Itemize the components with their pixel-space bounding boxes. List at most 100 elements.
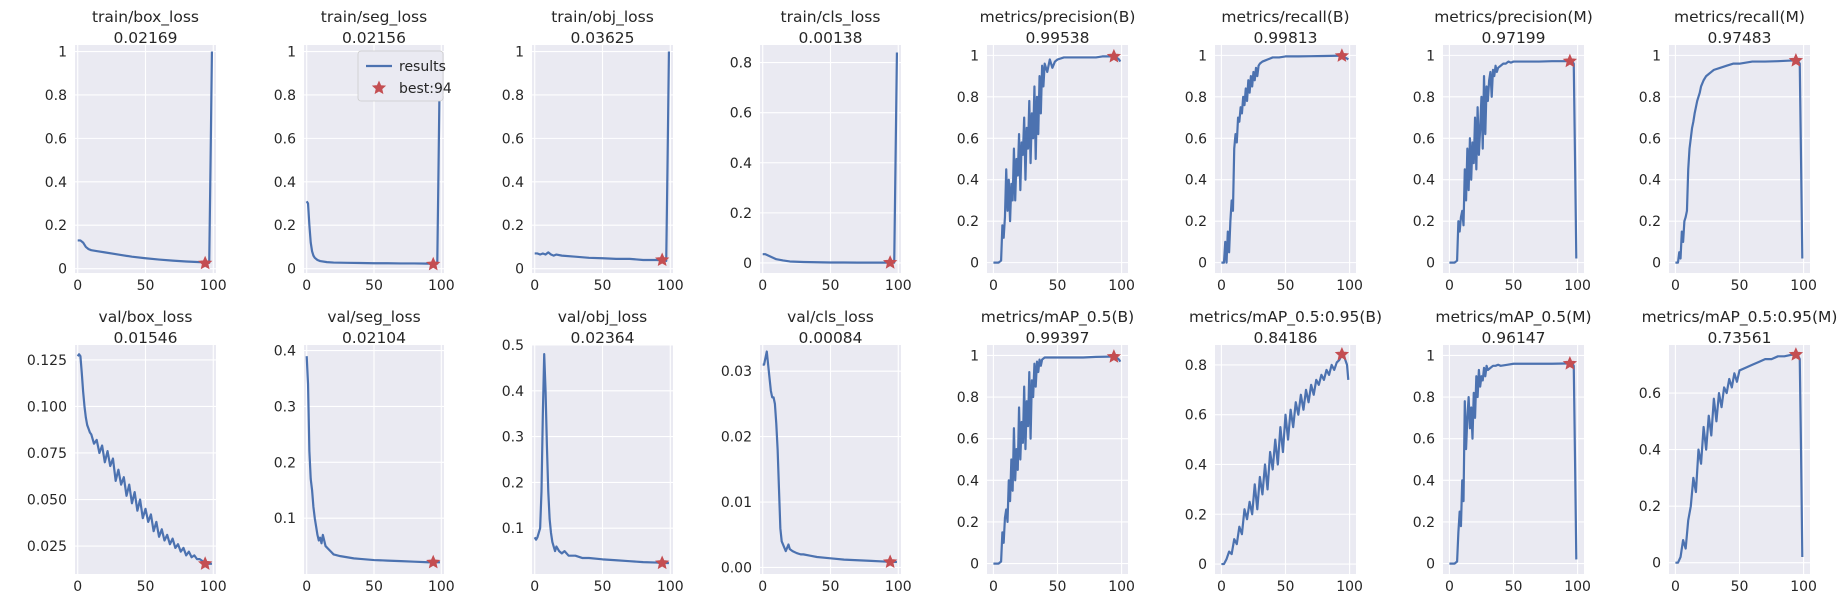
y-tick-label: 0.4: [957, 473, 979, 489]
best-marker: [198, 556, 213, 570]
y-tick-label: 0.3: [274, 399, 296, 415]
y-tick-label: 1: [58, 45, 67, 61]
y-tick-label: 0.2: [45, 218, 67, 234]
series-line-results: [1449, 60, 1578, 264]
x-tick-label: 100: [428, 278, 455, 294]
y-tick-label: 0.4: [502, 384, 524, 400]
best-marker: [1334, 48, 1350, 62]
x-tick-label: 100: [1108, 278, 1135, 294]
series-line-results: [533, 353, 669, 565]
subplot-title: train/seg_loss: [321, 8, 427, 27]
subplot-13: 0 50 100 0 0.2 0.4 0.6 0.8 metrics/mAP_0.5:0.95(…: [1185, 308, 1382, 595]
x-tick-label: 0: [73, 579, 82, 595]
y-tick-label: 0.050: [27, 493, 67, 509]
y-tick-label: 0.6: [1413, 432, 1435, 448]
y-tick-label: 0.4: [274, 344, 296, 360]
y-tick-label: 0.4: [1185, 457, 1207, 473]
subplot-2: 0 50 100 0 0.2 0.4 0.6 0.8 1 train/obj_loss 0.0362…: [502, 8, 684, 294]
subplot-3: 0 50 100 0 0.2 0.4 0.6 0.8 train/cls_loss 0.00138: [730, 8, 912, 294]
y-tick-label: 0.6: [1185, 131, 1207, 147]
y-tick-label: 0.6: [957, 432, 979, 448]
subplot-value: 0.99538: [1025, 29, 1089, 47]
y-tick-label: 1: [515, 45, 524, 61]
subplot-1: 0 50 100 0 0.2 0.4 0.6 0.8 1 train/seg_loss 0.0215…: [274, 8, 455, 294]
subplot-10: 0 50 100 0.1 0.2 0.3 0.4 0.5 val/obj_loss 0.02364: [502, 308, 684, 595]
subplot-value: 0.03625: [570, 29, 634, 47]
subplot-value: 0.84186: [1253, 329, 1317, 347]
x-tick-label: 0: [758, 278, 767, 294]
y-tick-label: 0: [970, 557, 979, 573]
best-marker: [1562, 356, 1578, 370]
y-tick-label: 0.8: [45, 88, 67, 104]
y-tick-label: 0.2: [274, 455, 296, 471]
x-tick-label: 50: [1731, 579, 1749, 595]
y-tick-label: 0.6: [502, 131, 524, 147]
y-tick-label: 0.4: [957, 173, 979, 189]
y-tick-label: 0.6: [45, 131, 67, 147]
y-tick-label: 1: [287, 45, 296, 61]
y-tick-label: 0.8: [957, 90, 979, 106]
x-tick-label: 50: [822, 278, 840, 294]
subplot-title: train/obj_loss: [551, 8, 654, 27]
x-tick-label: 50: [1049, 579, 1067, 595]
y-tick-label: 0.4: [274, 175, 296, 191]
y-tick-label: 0: [287, 262, 296, 278]
series-line-results: [1675, 59, 1804, 264]
y-tick-label: 0.125: [27, 353, 67, 369]
x-tick-label: 0: [530, 579, 539, 595]
y-tick-label: 0.5: [502, 338, 524, 354]
subplot-12: 0 50 100 0 0.2 0.4 0.6 0.8 1 metrics/mAP_0.5(B) 0.…: [957, 308, 1135, 595]
subplot-title: val/cls_loss: [787, 308, 874, 327]
best-marker: [426, 256, 441, 271]
series-line-results: [1449, 362, 1578, 565]
y-tick-label: 0.6: [274, 131, 296, 147]
x-tick-label: 100: [1790, 278, 1817, 294]
x-tick-label: 0: [1445, 579, 1454, 595]
y-tick-label: 0.01: [721, 495, 752, 511]
y-tick-label: 0: [970, 256, 979, 272]
y-tick-label: 0: [1426, 256, 1435, 272]
y-tick-label: 0.8: [1413, 390, 1435, 406]
y-tick-label: 0: [1426, 557, 1435, 573]
series-line-results: [305, 356, 440, 564]
x-tick-label: 0: [989, 278, 998, 294]
subplot-title: metrics/precision(M): [1434, 8, 1593, 26]
y-tick-label: 0.2: [1639, 214, 1661, 230]
subplot-0: 0 50 100 0 0.2 0.4 0.6 0.8 1 train/box_loss 0.0216…: [45, 8, 227, 294]
subplot-title: metrics/mAP_0.5:0.95(M): [1642, 308, 1837, 327]
y-tick-label: 0.8: [730, 56, 752, 72]
subplot-title: train/cls_loss: [781, 8, 881, 27]
subplot-value: 0.00084: [798, 329, 862, 347]
subplot-title: metrics/recall(B): [1221, 8, 1349, 26]
x-tick-label: 50: [137, 579, 155, 595]
subplot-title: metrics/mAP_0.5:0.95(B): [1189, 308, 1382, 327]
subplot-value: 0.02169: [113, 29, 177, 47]
y-tick-label: 1: [1426, 348, 1435, 364]
subplot-value: 0.01546: [113, 329, 177, 347]
series-line-results: [762, 350, 897, 564]
subplot-value: 0.97199: [1481, 29, 1545, 47]
y-tick-label: 0.2: [957, 515, 979, 531]
y-tick-label: 0.6: [957, 131, 979, 147]
best-marker: [1788, 53, 1804, 67]
x-tick-label: 100: [1336, 278, 1363, 294]
subplot-title: metrics/mAP_0.5(M): [1435, 308, 1591, 327]
y-tick-label: 1: [970, 348, 979, 364]
x-tick-label: 100: [428, 579, 455, 595]
y-tick-label: 0.6: [730, 106, 752, 122]
y-tick-label: 0.2: [1413, 515, 1435, 531]
subplot-11: 0 50 100 0.00 0.01 0.02 0.03 val/cls_loss 0.0008…: [721, 308, 912, 595]
subplot-value: 0.02156: [342, 29, 406, 47]
x-tick-label: 0: [530, 278, 539, 294]
x-tick-label: 50: [1505, 579, 1523, 595]
y-tick-label: 0: [1652, 556, 1661, 572]
subplot-title: metrics/precision(B): [980, 8, 1136, 26]
x-tick-label: 100: [1564, 278, 1591, 294]
subplot-5: 0 50 100 0 0.2 0.4 0.6 0.8 1 metrics/recall(B) 0.9…: [1185, 8, 1363, 294]
y-tick-label: 0.6: [1413, 131, 1435, 147]
series-line-results: [1221, 353, 1350, 566]
y-tick-label: 0.8: [1185, 90, 1207, 106]
subplot-7: 0 50 100 0 0.2 0.4 0.6 0.8 1 metrics/recall(M) 0.9…: [1639, 8, 1817, 294]
